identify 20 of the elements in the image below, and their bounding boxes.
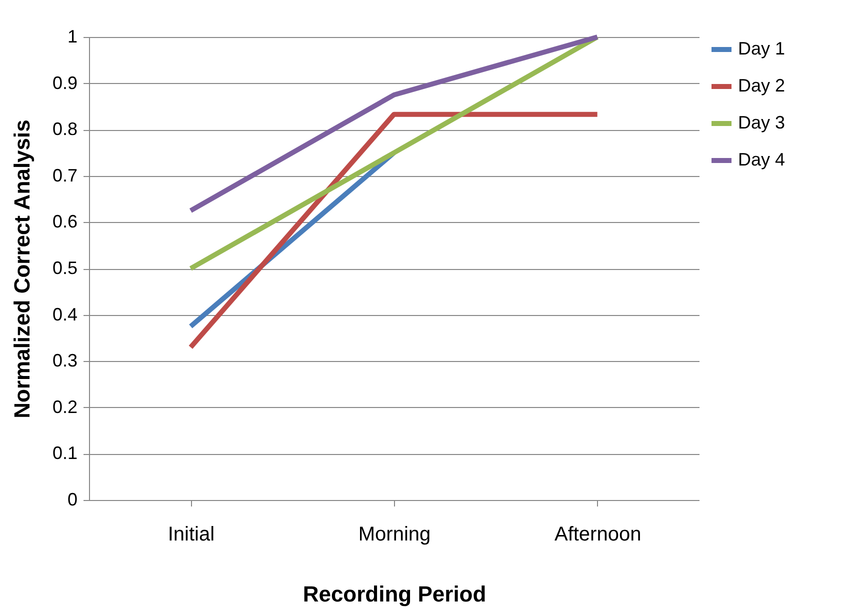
legend-label: Day 4: [738, 150, 786, 170]
y-axis-title: Normalized Correct Analysis: [9, 120, 34, 418]
y-tick-label: 0.7: [52, 165, 78, 186]
legend-label: Day 2: [738, 76, 786, 96]
y-tick-label: 0.2: [52, 396, 78, 417]
x-tick-label: Morning: [358, 524, 431, 546]
y-tick-label: 0.8: [52, 119, 78, 140]
y-tick-label: 0.9: [52, 72, 78, 93]
y-tick-label: 0.6: [52, 212, 78, 232]
x-axis-title: Recording Period: [302, 582, 486, 606]
y-tick-label: 0.5: [52, 258, 78, 278]
y-tick-label: 0.4: [52, 304, 78, 324]
legend-label: Day 1: [738, 38, 786, 58]
y-tick-label: 0.1: [52, 443, 78, 464]
x-tick-label: Initial: [168, 524, 215, 546]
y-tick-label: 0: [67, 490, 78, 510]
x-tick-label: Afternoon: [554, 524, 642, 546]
y-tick-label: 0.3: [52, 350, 78, 371]
legend-label: Day 3: [738, 112, 786, 132]
y-tick-label: 1: [67, 26, 78, 46]
